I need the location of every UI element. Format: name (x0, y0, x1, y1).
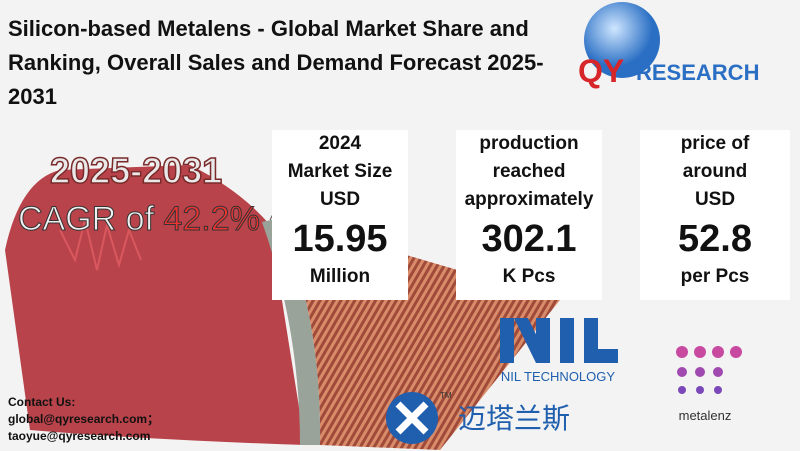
cagr-value: 42.2% (163, 200, 260, 239)
stat-caption: price of (680, 133, 750, 154)
metalenz-dots (676, 346, 742, 394)
email: taoyue@qyresearch.com (8, 429, 151, 443)
stat-box: price of around USD 52.8 per Pcs (640, 130, 790, 300)
mts-tm: TM (440, 391, 452, 400)
globe (584, 2, 660, 78)
email: global@qyresearch.com； (8, 412, 160, 426)
stat-unit: K Pcs (502, 266, 556, 287)
cagr: CAGR of 42.2% (17, 200, 260, 239)
stat-box: 2024 Market Size USD 15.95 Million (272, 130, 408, 300)
lens-band (262, 218, 321, 445)
mts-text: 迈塔兰斯 (458, 403, 570, 434)
stat-value: 52.8 (678, 218, 752, 260)
cagr-label: CAGR of (17, 200, 164, 239)
stat-unit: per Pcs (680, 266, 750, 287)
nil-mark (500, 318, 618, 363)
contact-label: Contact Us: (8, 395, 76, 409)
mts-x (395, 401, 429, 435)
stat-value: 15.95 (292, 218, 388, 260)
metalenz-text: metalenz (679, 408, 732, 423)
stat-caption: USD (319, 189, 361, 210)
brand-suffix: RESEARCH (636, 60, 759, 85)
stat-caption: 2024 (318, 133, 362, 154)
nil-text: NIL TECHNOLOGY (501, 369, 615, 384)
stat-unit: Million (309, 266, 371, 287)
stat-caption: USD (694, 189, 736, 210)
lens-body (5, 165, 305, 445)
title: Silicon-based Metalens - Global Market S… (8, 16, 544, 109)
stat-caption: approximately (464, 189, 594, 210)
stat-box: production reached approximately 302.1 K Pcs (456, 130, 602, 300)
stat-caption: around (682, 161, 748, 182)
cagr-period: 2025-2031 (49, 149, 223, 192)
wave (59, 219, 142, 271)
stat-value: 302.1 (481, 218, 577, 260)
contact: Contact Us: global@qyresearch.com； taoyu… (8, 394, 159, 445)
stat-caption: Market Size (287, 161, 393, 182)
stat-caption: production (479, 133, 579, 154)
brand-prefix: QY (578, 53, 624, 89)
stat-caption: reached (492, 161, 566, 182)
